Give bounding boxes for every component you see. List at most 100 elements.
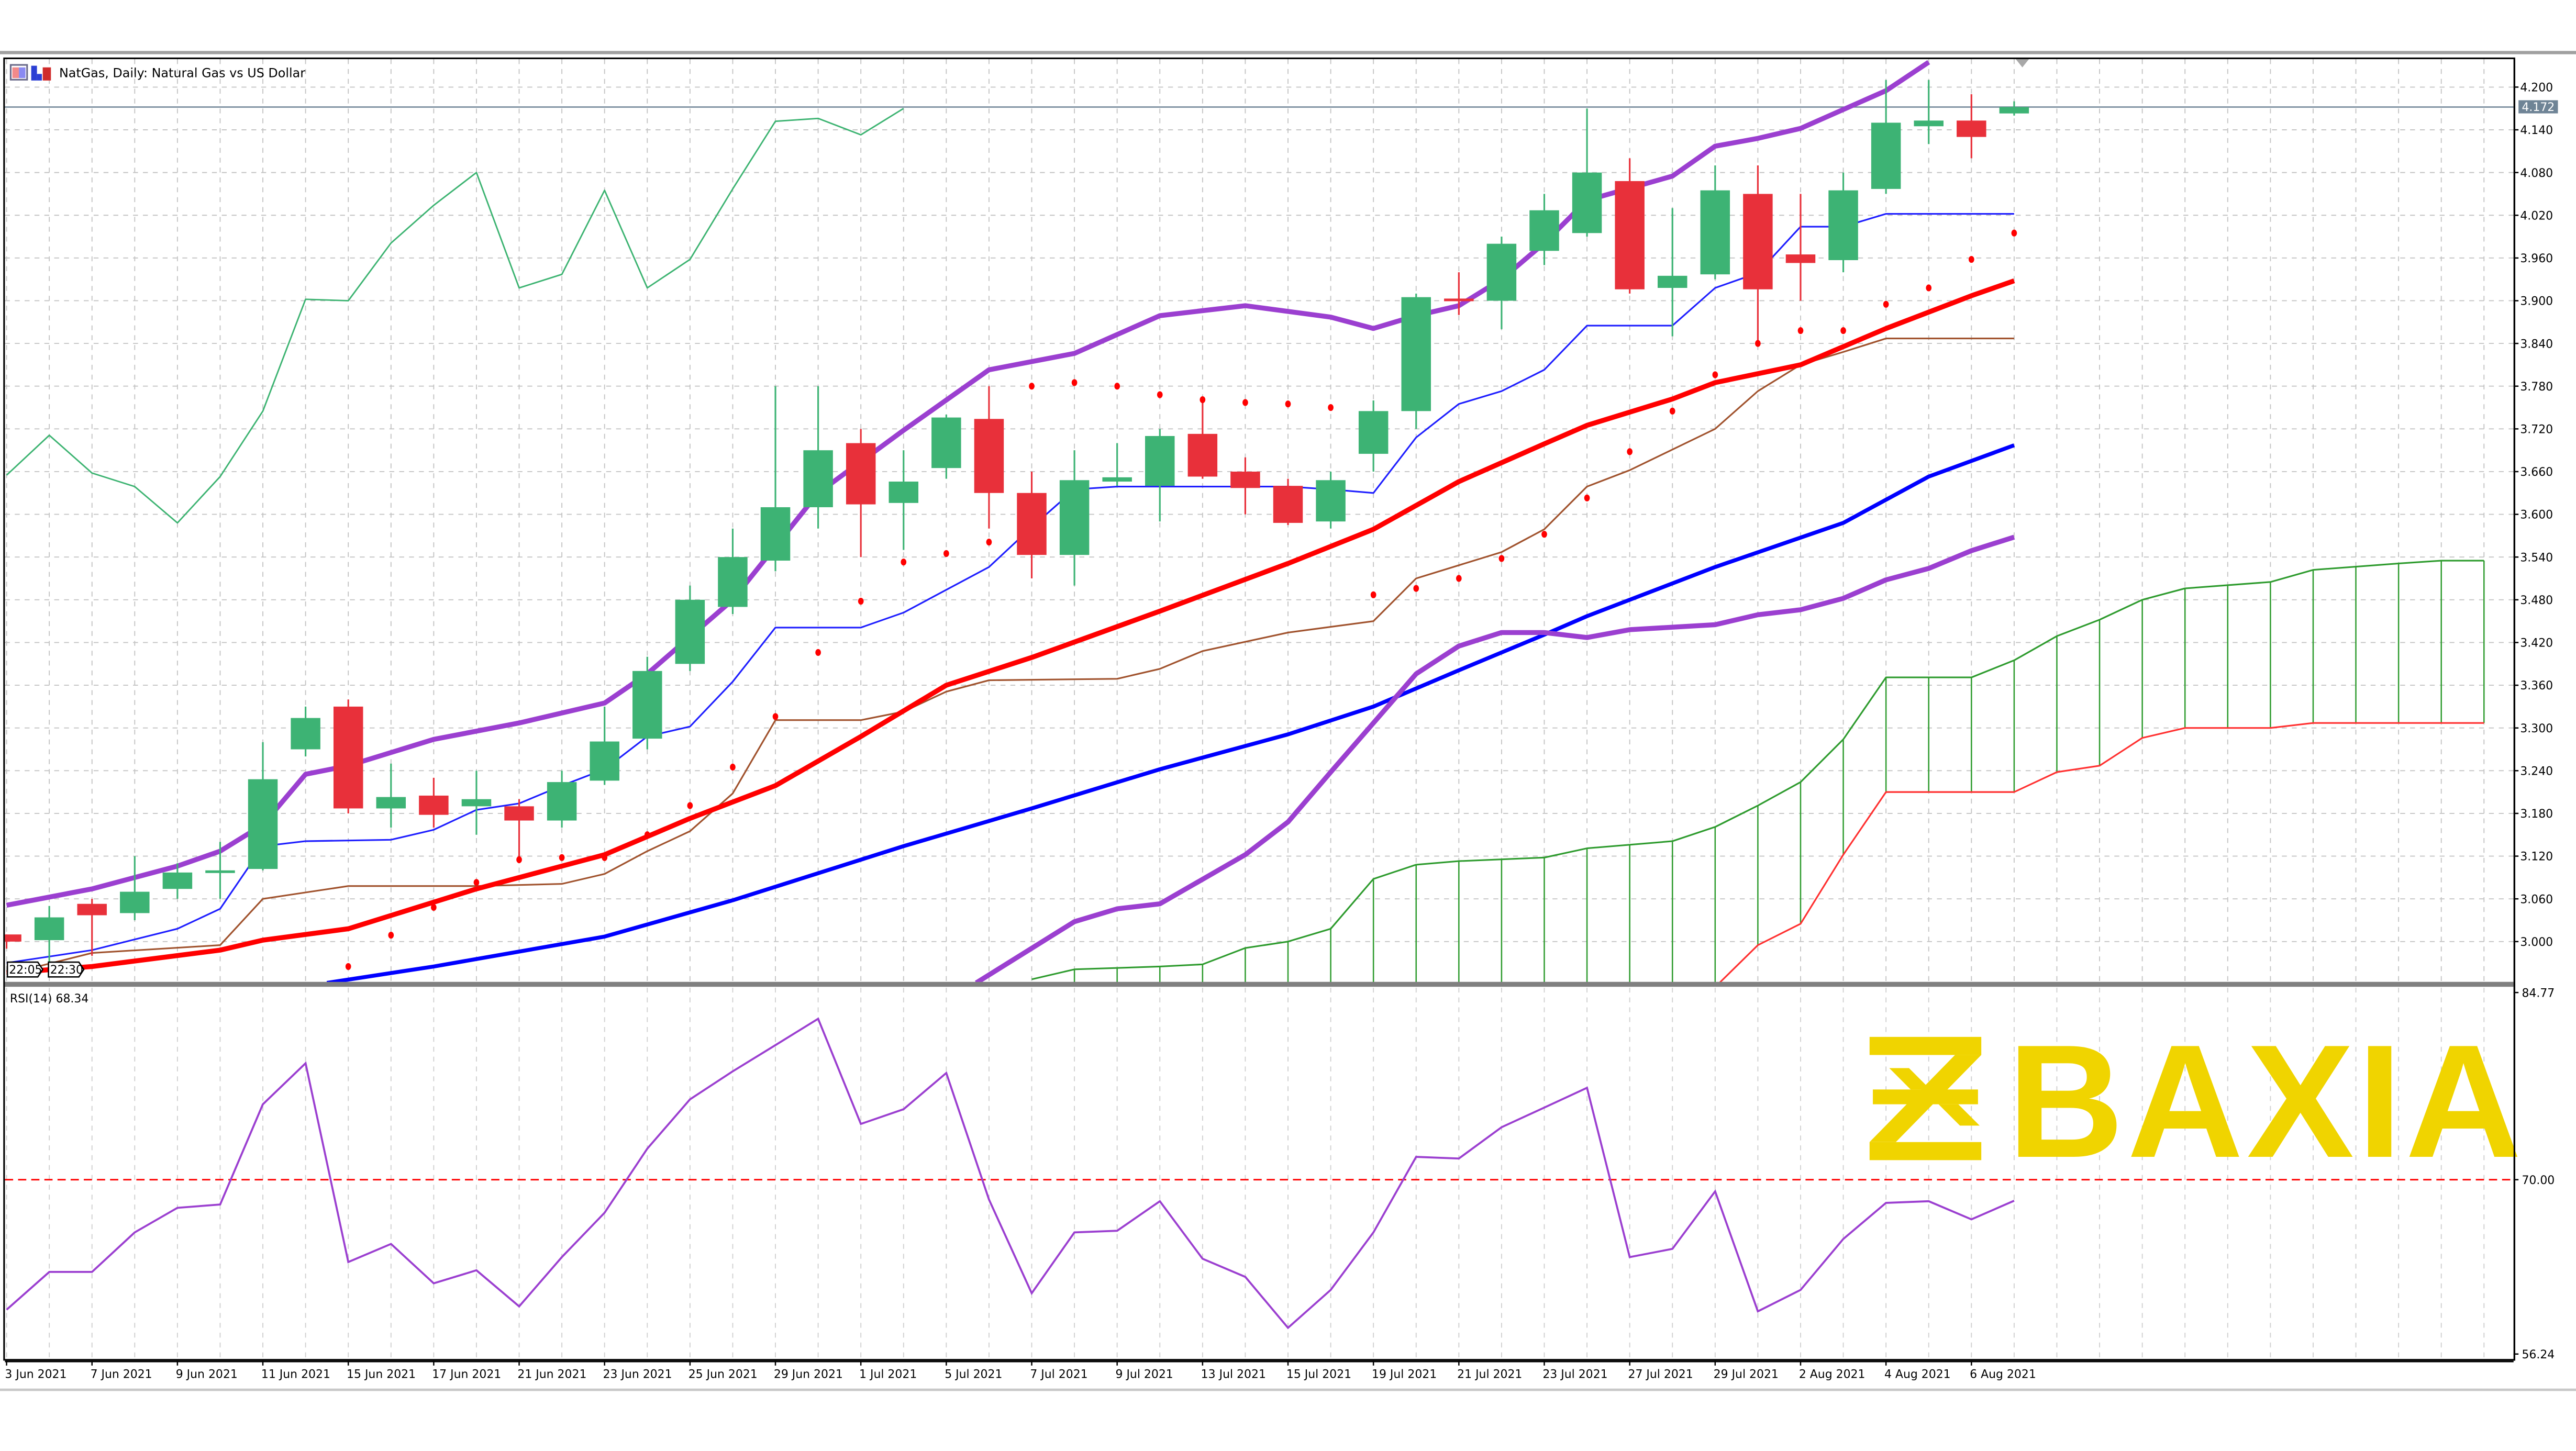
candle[interactable] bbox=[1059, 450, 1090, 586]
baxia-logo-icon bbox=[1869, 1036, 1982, 1160]
sar-dot bbox=[1797, 327, 1804, 334]
price-tick-label: 3.660 bbox=[2520, 466, 2553, 479]
sar-dot bbox=[1029, 383, 1035, 390]
candle-body bbox=[1145, 436, 1175, 486]
candle[interactable] bbox=[1999, 101, 2029, 116]
candle-body bbox=[1871, 122, 1901, 189]
sar-dot bbox=[1669, 407, 1675, 415]
sar-dot bbox=[1755, 340, 1761, 347]
candle[interactable] bbox=[1657, 208, 1687, 337]
candle[interactable] bbox=[590, 706, 619, 785]
price-tick-label: 3.060 bbox=[2520, 893, 2553, 906]
time-tick-label: 9 Jun 2021 bbox=[176, 1368, 238, 1381]
candle-body bbox=[291, 718, 320, 750]
main-grid bbox=[5, 59, 2514, 983]
sar-dot bbox=[516, 856, 522, 863]
candle[interactable] bbox=[419, 777, 449, 828]
candle[interactable] bbox=[248, 742, 278, 870]
candle[interactable] bbox=[1743, 165, 1773, 344]
sar-dot bbox=[1114, 383, 1120, 390]
candle[interactable] bbox=[974, 386, 1004, 529]
candle[interactable] bbox=[1017, 471, 1047, 579]
candle-body bbox=[1615, 181, 1645, 289]
candle-body bbox=[1785, 254, 1816, 263]
candle[interactable] bbox=[889, 450, 919, 550]
candle[interactable] bbox=[1444, 272, 1474, 315]
candle[interactable] bbox=[162, 863, 193, 899]
candle-body bbox=[1358, 411, 1389, 454]
candle[interactable] bbox=[1358, 400, 1389, 472]
sar-dot bbox=[1926, 284, 1932, 292]
candle[interactable] bbox=[34, 906, 64, 963]
candle[interactable] bbox=[632, 656, 662, 750]
candle-body bbox=[1700, 190, 1730, 275]
candle[interactable] bbox=[205, 842, 235, 899]
candle-body bbox=[1017, 493, 1047, 555]
candle-body bbox=[1828, 190, 1858, 260]
price-tag bbox=[2518, 100, 2558, 114]
candle-body bbox=[1999, 107, 2029, 114]
candle[interactable] bbox=[1871, 80, 1901, 194]
price-axis[interactable]: 4.200 4.140 4.080 4.020 3.960 3.900 3.840 3.780… bbox=[2513, 82, 2553, 949]
candle[interactable] bbox=[0, 934, 21, 949]
candle[interactable] bbox=[333, 699, 363, 813]
candle[interactable] bbox=[1230, 457, 1260, 515]
candle[interactable] bbox=[1145, 429, 1175, 522]
price-tick-label: 4.200 bbox=[2520, 82, 2553, 95]
candle[interactable] bbox=[718, 528, 748, 615]
candle[interactable] bbox=[803, 386, 833, 529]
candle[interactable] bbox=[1785, 194, 1816, 301]
candle[interactable] bbox=[77, 899, 107, 956]
candle[interactable] bbox=[120, 856, 150, 920]
candle[interactable] bbox=[1187, 400, 1218, 479]
candle[interactable] bbox=[1914, 80, 1944, 144]
candle[interactable] bbox=[760, 386, 791, 572]
candle[interactable] bbox=[1828, 172, 1858, 273]
sar-dot bbox=[1498, 555, 1505, 562]
sar-dot bbox=[986, 539, 992, 546]
candle[interactable] bbox=[1486, 237, 1517, 329]
price-tick-label: 3.900 bbox=[2520, 295, 2553, 308]
candle[interactable] bbox=[931, 415, 961, 479]
candle[interactable] bbox=[1529, 194, 1559, 265]
price-tick-label: 3.240 bbox=[2520, 765, 2553, 778]
candle-body bbox=[1059, 480, 1090, 555]
candle[interactable] bbox=[376, 763, 406, 828]
candle[interactable] bbox=[675, 585, 705, 671]
candle[interactable] bbox=[291, 706, 320, 757]
shift-marker-icon[interactable] bbox=[2016, 59, 2029, 68]
price-tick-label: 3.600 bbox=[2520, 509, 2553, 522]
time-tag-2[interactable]: 22:30 bbox=[48, 961, 85, 978]
panel-separator[interactable] bbox=[5, 981, 2514, 987]
candle-body bbox=[590, 741, 619, 781]
candle[interactable] bbox=[547, 771, 577, 828]
time-tick-label: 1 Jul 2021 bbox=[859, 1368, 917, 1381]
candle[interactable] bbox=[1700, 165, 1730, 280]
candle-body bbox=[760, 507, 791, 561]
price-tick-label: 4.080 bbox=[2520, 167, 2553, 180]
rsi-axis[interactable]: 84.77 70.00 56.24 bbox=[2513, 987, 2555, 1361]
price-tick-label: 3.480 bbox=[2520, 594, 2553, 607]
sar-dot bbox=[1840, 327, 1846, 334]
candle[interactable] bbox=[1615, 158, 1645, 294]
rsi-line bbox=[6, 1017, 2015, 1330]
candle[interactable] bbox=[1957, 94, 1986, 159]
candle[interactable] bbox=[461, 771, 492, 835]
time-tag-1[interactable]: 22:05 bbox=[6, 961, 44, 978]
candle-body bbox=[5, 934, 21, 942]
candle[interactable] bbox=[846, 429, 876, 557]
candle[interactable] bbox=[504, 799, 534, 864]
rsi-tick-label: 84.77 bbox=[2522, 987, 2555, 1000]
candle-body bbox=[718, 557, 748, 607]
candle-body bbox=[1444, 298, 1474, 302]
sar-dot bbox=[473, 879, 480, 886]
candle[interactable] bbox=[1572, 108, 1602, 237]
candle[interactable] bbox=[1401, 293, 1431, 429]
candle[interactable] bbox=[1273, 478, 1303, 525]
candle[interactable] bbox=[1316, 471, 1346, 529]
time-axis[interactable]: 3 Jun 2021 7 Jun 2021 9 Jun 2021 11 Jun 202… bbox=[5, 1360, 2514, 1381]
candle[interactable] bbox=[1102, 443, 1132, 486]
price-tick-label: 3.540 bbox=[2520, 551, 2553, 564]
time-tick-label: 5 Jul 2021 bbox=[945, 1368, 1002, 1381]
